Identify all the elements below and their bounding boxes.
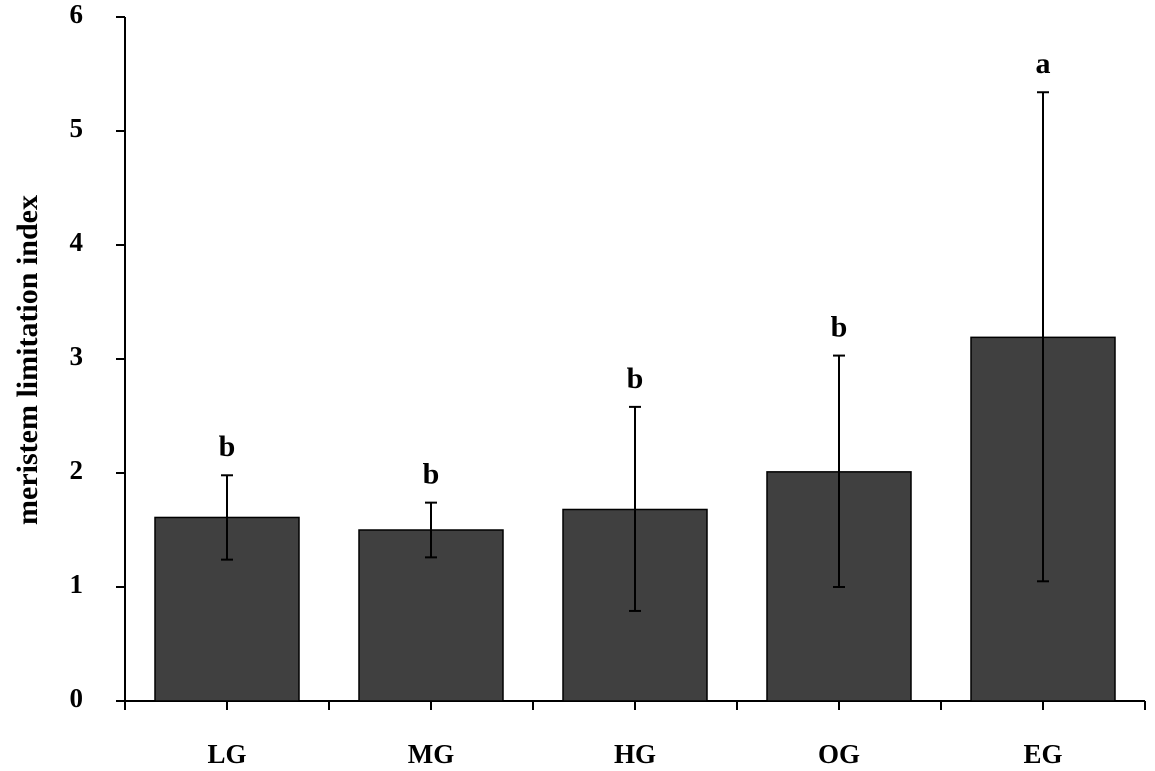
x-tick-label: LG [207,739,246,769]
error-bars [221,91,1049,612]
y-tick-label: 4 [70,227,84,257]
y-tick-label: 6 [70,0,84,29]
y-tick-label: 5 [70,113,84,143]
y-tick-label: 0 [70,683,84,713]
x-tick-label: MG [408,739,455,769]
y-axis-title: meristem limitation index [11,195,44,525]
x-tick-label: HG [614,739,656,769]
bar-mg [358,529,504,702]
significance-label: b [627,362,644,395]
x-tick-label: OG [818,739,860,769]
significance-label: a [1036,47,1051,80]
significance-label: b [219,430,236,463]
y-axis: 0 1 2 3 4 5 6 [70,0,126,713]
y-tick-label: 2 [70,455,84,485]
x-tick-label: EG [1023,739,1062,769]
x-axis: LG MG HG OG EG [124,700,1146,769]
y-tick-label: 3 [70,341,84,371]
significance-labels: b b b b a [219,47,1051,490]
significance-label: b [423,458,440,491]
significance-label: b [831,310,848,343]
y-tick-label: 1 [70,569,84,599]
